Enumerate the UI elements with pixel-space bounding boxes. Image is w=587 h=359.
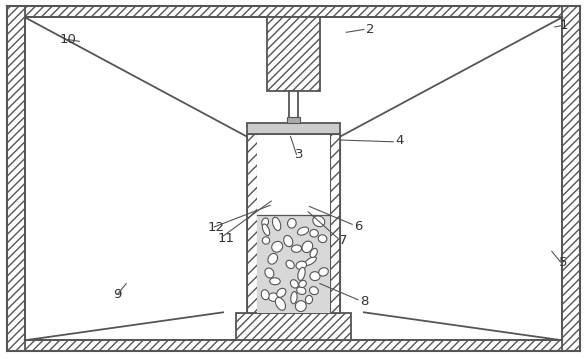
Bar [257, 134, 330, 313]
Text: 9: 9 [113, 288, 122, 301]
Ellipse shape [291, 280, 298, 288]
Ellipse shape [295, 301, 306, 312]
Bar [236, 313, 350, 340]
Text: 7: 7 [339, 234, 348, 247]
Ellipse shape [313, 216, 325, 227]
Ellipse shape [286, 260, 294, 269]
Ellipse shape [305, 295, 312, 304]
Ellipse shape [302, 241, 313, 253]
Ellipse shape [298, 267, 305, 280]
Bar [257, 215, 330, 313]
Ellipse shape [309, 287, 318, 295]
Text: 12: 12 [208, 222, 224, 234]
Bar [7, 340, 580, 351]
Bar [247, 123, 340, 134]
Bar [289, 91, 298, 123]
Ellipse shape [276, 288, 286, 297]
Ellipse shape [261, 290, 269, 300]
Ellipse shape [310, 248, 318, 257]
Ellipse shape [275, 298, 285, 310]
Ellipse shape [318, 235, 327, 243]
Bar [7, 6, 580, 17]
Ellipse shape [310, 272, 320, 281]
Bar [562, 6, 580, 351]
Ellipse shape [319, 268, 328, 276]
Ellipse shape [268, 253, 278, 264]
Text: 11: 11 [218, 232, 234, 245]
Ellipse shape [291, 292, 297, 304]
Ellipse shape [298, 227, 309, 235]
Ellipse shape [284, 236, 293, 247]
Ellipse shape [272, 241, 283, 252]
Ellipse shape [262, 218, 268, 226]
Ellipse shape [305, 257, 316, 265]
Bar [7, 6, 25, 351]
Text: 6: 6 [354, 220, 362, 233]
Ellipse shape [296, 287, 306, 294]
Ellipse shape [288, 219, 296, 228]
Bar [330, 134, 340, 313]
Bar [267, 17, 320, 91]
Text: 10: 10 [59, 33, 76, 46]
Text: 4: 4 [395, 134, 403, 146]
Bar [287, 117, 300, 123]
Ellipse shape [262, 224, 269, 236]
Bar [247, 134, 257, 313]
Ellipse shape [262, 237, 269, 244]
Ellipse shape [272, 217, 281, 230]
Ellipse shape [268, 293, 279, 302]
Ellipse shape [299, 280, 306, 288]
Bar [247, 134, 340, 313]
Ellipse shape [265, 268, 274, 278]
Ellipse shape [296, 261, 306, 270]
Text: 5: 5 [559, 256, 568, 269]
Text: 8: 8 [360, 295, 368, 308]
Text: 2: 2 [366, 23, 374, 36]
Ellipse shape [310, 229, 318, 237]
Text: 1: 1 [559, 19, 568, 32]
Ellipse shape [292, 245, 302, 252]
Ellipse shape [269, 278, 280, 285]
Text: 3: 3 [295, 148, 303, 161]
